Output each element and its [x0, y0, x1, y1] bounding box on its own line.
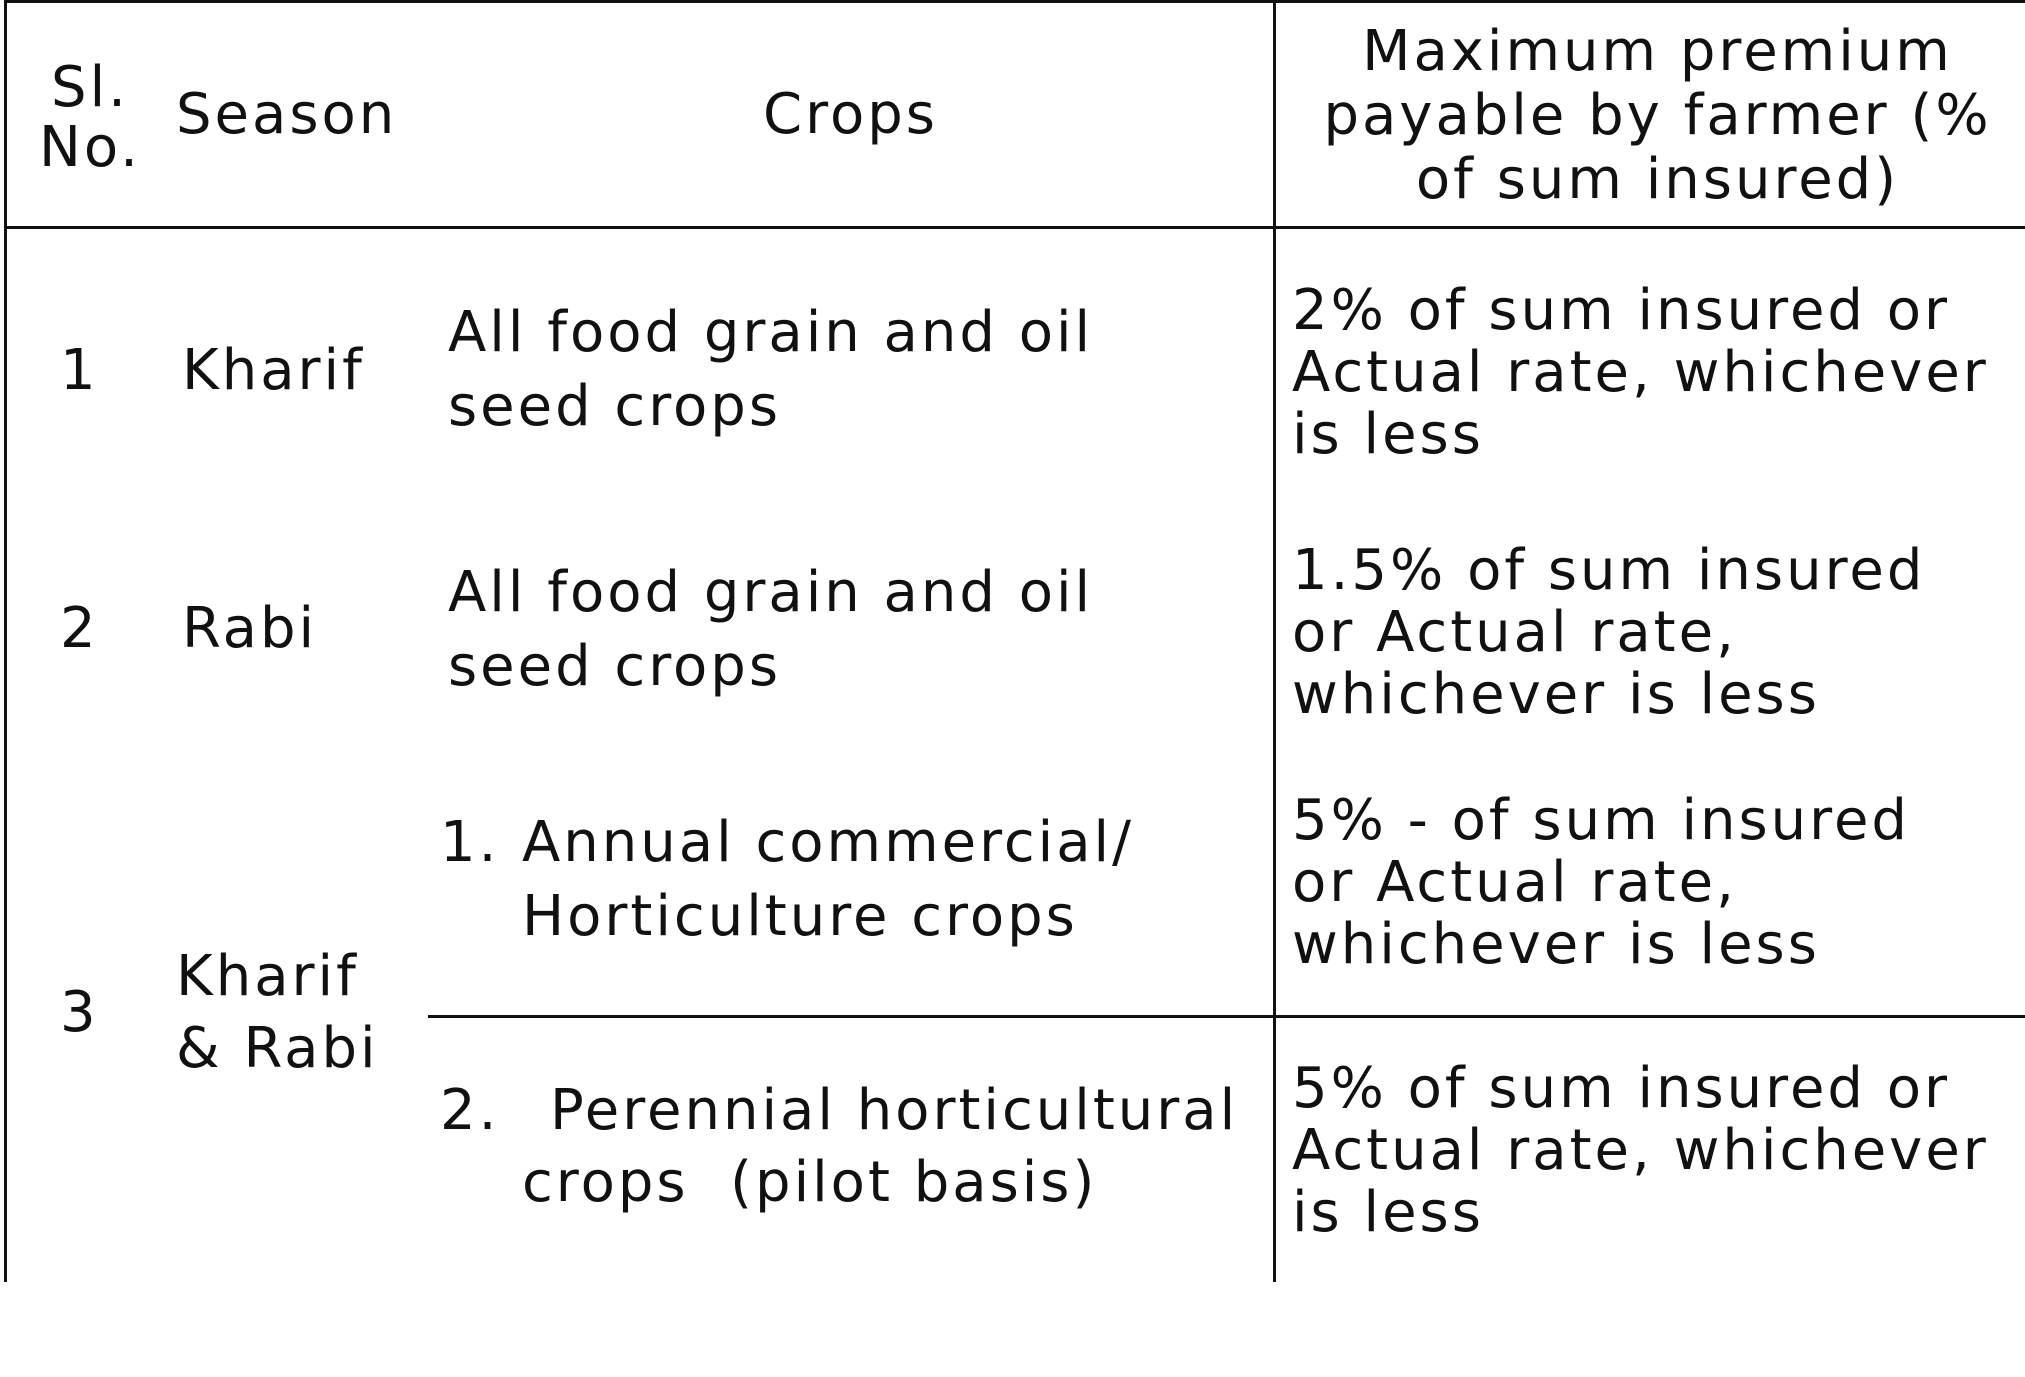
row-1-premium-line-1: 2% of sum insured or	[1292, 278, 1951, 343]
row-3-season-line-1: Kharif	[176, 944, 359, 1009]
row-3b-crops-line-2: crops (pilot basis)	[522, 1150, 1098, 1215]
row-3a-crops-number: 1.	[440, 810, 500, 875]
row-2-season: Rabi	[182, 596, 318, 661]
row-3-sub-divider	[428, 1015, 2025, 1018]
row-2-sl-no: 2	[60, 596, 99, 661]
row-3b-premium-line-2: Actual rate, whichever	[1292, 1118, 1989, 1183]
row-3b-premium-line-1: 5% of sum insured or	[1292, 1056, 1951, 1121]
header-premium: Maximum premium payable by farmer (% of …	[1323, 19, 1992, 212]
header-sl-no: Sl. No.	[39, 55, 141, 180]
row-3a-premium-line-3: whichever is less	[1292, 912, 1820, 977]
header-divider	[4, 226, 2025, 229]
row-3b-premium-line-3: is less	[1292, 1180, 1484, 1245]
row-1-premium-line-2: Actual rate, whichever	[1292, 340, 1989, 405]
row-3b-crops-line-1: Perennial horticultural	[550, 1078, 1239, 1143]
row-3b-crops-number: 2.	[440, 1078, 500, 1143]
row-3-season-line-2: & Rabi	[176, 1016, 379, 1081]
table-border-left	[4, 0, 7, 1282]
row-1-crops-line-1: All food grain and oil	[448, 300, 1094, 365]
row-1-sl-no: 1	[60, 338, 99, 403]
row-1-premium-line-3: is less	[1292, 402, 1484, 467]
header-crops: Crops	[763, 82, 938, 147]
row-3-sl-no: 3	[60, 980, 99, 1045]
row-3a-premium-line-1: 5% - of sum insured	[1292, 788, 1910, 853]
row-3a-premium-line-2: or Actual rate,	[1292, 850, 1737, 915]
row-2-premium-line-2: or Actual rate,	[1292, 600, 1737, 665]
row-2-crops-line-1: All food grain and oil	[448, 560, 1094, 625]
row-2-premium-line-1: 1.5% of sum insured	[1292, 538, 1926, 603]
row-1-crops-line-2: seed crops	[448, 374, 781, 439]
header-season: Season	[176, 82, 398, 147]
column-divider	[1273, 0, 1276, 1282]
row-3a-crops-line-2: Horticulture crops	[522, 884, 1078, 949]
row-3a-crops-line-1: Annual commercial/	[522, 810, 1134, 875]
premium-table: Sl. No. Season Crops Maximum premium pay…	[4, 0, 2025, 1282]
row-1-season: Kharif	[182, 338, 365, 403]
table-border-top	[4, 0, 2025, 3]
row-2-premium-line-3: whichever is less	[1292, 662, 1820, 727]
row-2-crops-line-2: seed crops	[448, 634, 781, 699]
